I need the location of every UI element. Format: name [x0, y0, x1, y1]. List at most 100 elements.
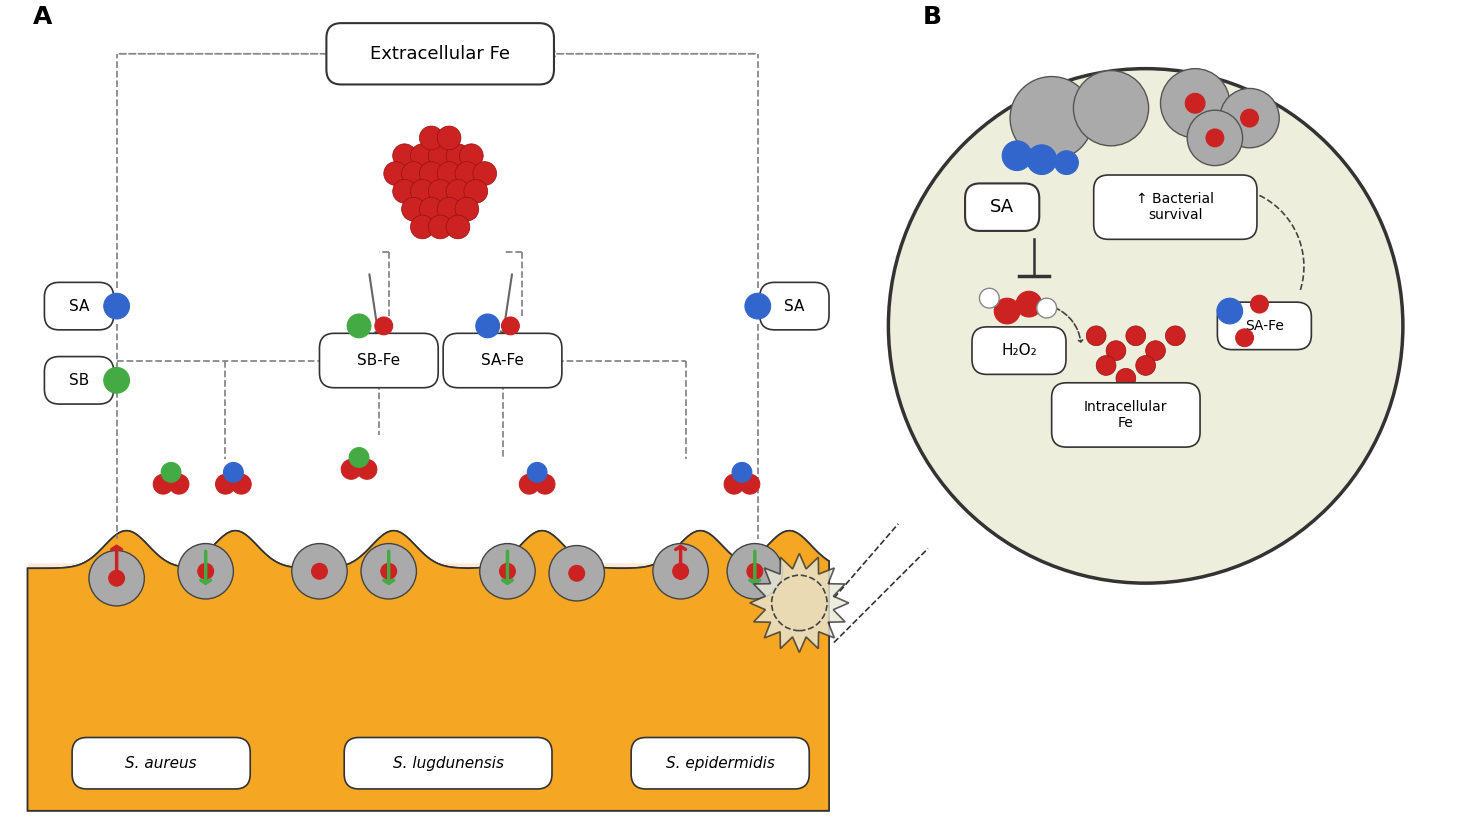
Circle shape: [455, 162, 478, 186]
Text: SA-Fe: SA-Fe: [481, 353, 524, 368]
Circle shape: [732, 463, 751, 483]
Circle shape: [472, 162, 496, 186]
FancyBboxPatch shape: [965, 183, 1039, 231]
Circle shape: [463, 179, 487, 203]
Circle shape: [549, 546, 605, 601]
Text: SA: SA: [784, 298, 804, 314]
Circle shape: [455, 197, 478, 221]
Circle shape: [428, 179, 452, 203]
Text: Extracellular Fe: Extracellular Fe: [370, 45, 511, 62]
Circle shape: [1216, 298, 1243, 324]
Text: A: A: [32, 5, 52, 29]
Circle shape: [527, 463, 548, 483]
Circle shape: [215, 474, 235, 494]
Text: Intracellular
Fe: Intracellular Fe: [1083, 399, 1168, 430]
Circle shape: [1250, 295, 1268, 313]
Circle shape: [673, 563, 688, 580]
Circle shape: [995, 298, 1020, 324]
Text: SA: SA: [69, 298, 89, 314]
Text: SB: SB: [69, 373, 89, 388]
Circle shape: [1206, 129, 1224, 147]
Circle shape: [459, 144, 483, 168]
Circle shape: [401, 162, 425, 186]
Circle shape: [410, 144, 434, 168]
Ellipse shape: [889, 69, 1402, 583]
Circle shape: [311, 563, 328, 580]
FancyBboxPatch shape: [632, 737, 809, 789]
FancyBboxPatch shape: [72, 737, 251, 789]
Circle shape: [1185, 94, 1204, 113]
Circle shape: [536, 474, 555, 494]
Circle shape: [223, 463, 244, 483]
FancyBboxPatch shape: [319, 333, 438, 388]
Circle shape: [1027, 145, 1057, 174]
Text: S. epidermidis: S. epidermidis: [666, 755, 775, 771]
Polygon shape: [750, 553, 849, 653]
Circle shape: [437, 126, 461, 150]
FancyBboxPatch shape: [1051, 383, 1200, 447]
Circle shape: [1097, 356, 1116, 376]
Text: ↑ Bacterial
survival: ↑ Bacterial survival: [1137, 192, 1215, 222]
Text: S. aureus: S. aureus: [125, 755, 196, 771]
Circle shape: [170, 474, 189, 494]
Circle shape: [350, 448, 369, 468]
Circle shape: [1002, 141, 1032, 170]
FancyBboxPatch shape: [973, 327, 1066, 374]
Text: SB-Fe: SB-Fe: [357, 353, 400, 368]
FancyBboxPatch shape: [28, 563, 830, 810]
Circle shape: [198, 563, 214, 580]
Circle shape: [419, 126, 443, 150]
Circle shape: [1126, 326, 1145, 346]
Polygon shape: [28, 531, 830, 810]
Circle shape: [428, 144, 452, 168]
Circle shape: [1073, 71, 1148, 145]
Circle shape: [437, 197, 461, 221]
FancyBboxPatch shape: [1094, 175, 1258, 239]
Circle shape: [980, 289, 999, 308]
Circle shape: [103, 367, 130, 393]
Circle shape: [480, 543, 536, 599]
Circle shape: [393, 144, 416, 168]
Circle shape: [1036, 298, 1057, 318]
Circle shape: [1055, 150, 1079, 174]
Circle shape: [103, 293, 130, 319]
Circle shape: [381, 563, 397, 580]
Circle shape: [347, 314, 370, 338]
Circle shape: [446, 144, 469, 168]
Circle shape: [410, 215, 434, 239]
Circle shape: [1219, 89, 1280, 148]
Circle shape: [362, 543, 416, 599]
Circle shape: [232, 474, 251, 494]
Circle shape: [728, 543, 782, 599]
Circle shape: [1010, 76, 1094, 159]
Circle shape: [401, 197, 425, 221]
Circle shape: [292, 543, 347, 599]
Circle shape: [1235, 329, 1253, 347]
FancyBboxPatch shape: [760, 283, 830, 330]
Text: SA-Fe: SA-Fe: [1244, 319, 1284, 333]
Circle shape: [357, 459, 376, 479]
Circle shape: [1187, 110, 1243, 165]
Circle shape: [446, 179, 469, 203]
Circle shape: [1241, 109, 1259, 127]
Polygon shape: [28, 531, 830, 810]
Circle shape: [410, 179, 434, 203]
Circle shape: [1086, 326, 1106, 346]
FancyBboxPatch shape: [44, 357, 114, 404]
Circle shape: [179, 543, 233, 599]
Bar: [28, 568, 830, 810]
Circle shape: [384, 162, 407, 186]
FancyBboxPatch shape: [44, 283, 114, 330]
Circle shape: [520, 474, 539, 494]
Text: B: B: [922, 5, 942, 29]
Text: S. lugdunensis: S. lugdunensis: [393, 755, 503, 771]
Circle shape: [652, 543, 708, 599]
Circle shape: [1106, 341, 1126, 361]
Circle shape: [1135, 356, 1156, 376]
FancyBboxPatch shape: [1218, 302, 1311, 349]
Circle shape: [739, 474, 760, 494]
Circle shape: [419, 162, 443, 186]
Circle shape: [499, 563, 515, 580]
Circle shape: [1116, 368, 1135, 388]
Circle shape: [1145, 341, 1166, 361]
